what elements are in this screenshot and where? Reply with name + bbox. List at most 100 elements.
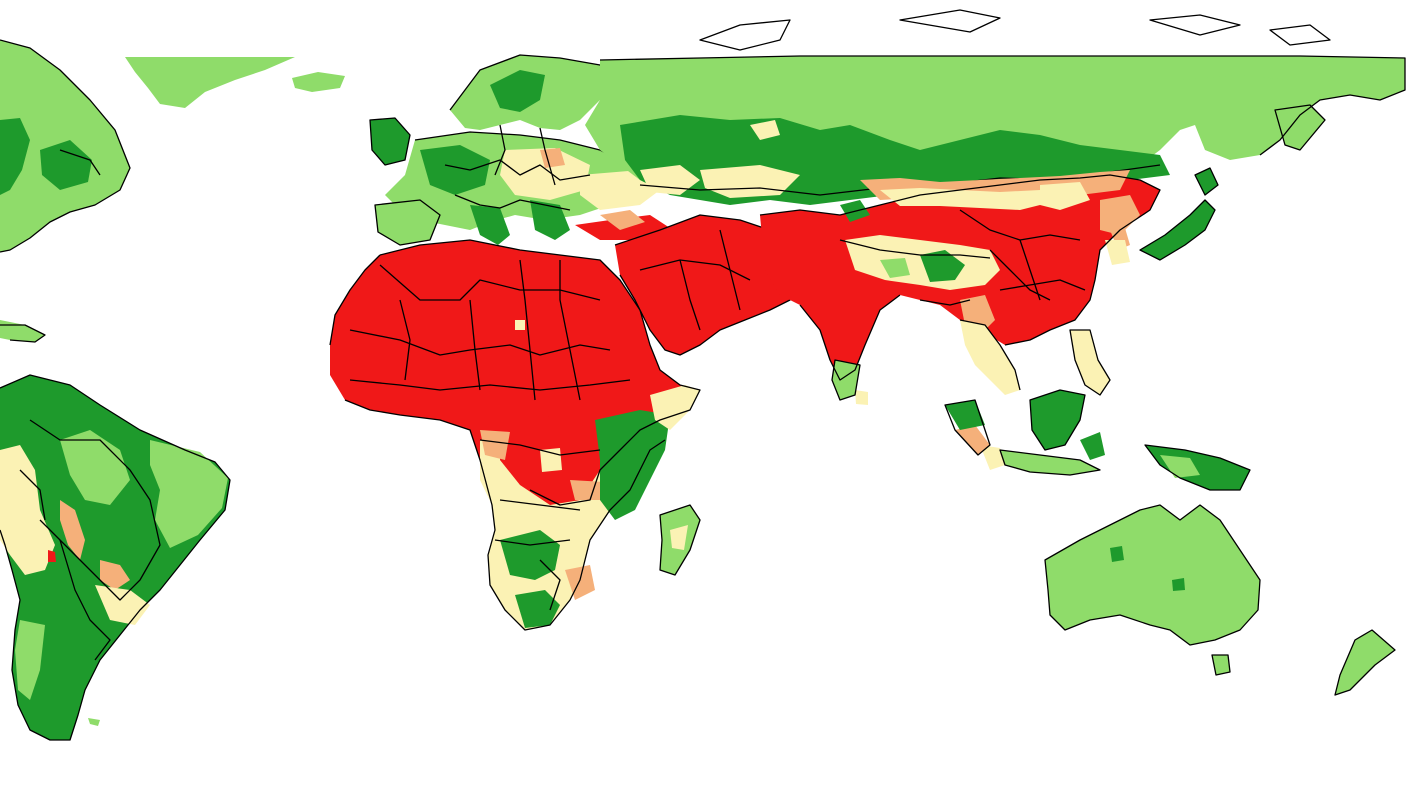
fill-low [1160, 455, 1200, 478]
region-north-asia [585, 55, 1406, 205]
border-line [1194, 167, 1219, 196]
fill-very-low [470, 205, 510, 245]
border-line [444, 159, 591, 181]
border-line [494, 124, 506, 176]
border-line [329, 254, 381, 346]
fill-high [570, 480, 605, 500]
border-line [349, 329, 611, 356]
border-line [29, 419, 161, 601]
border-line [59, 149, 101, 176]
fill-high [955, 425, 990, 455]
border-line [1029, 389, 1086, 451]
region-islands [944, 329, 1251, 491]
border-line [944, 399, 991, 456]
region-japan [1139, 167, 1219, 261]
border-line [899, 9, 1001, 33]
border-line [494, 539, 571, 546]
fill-very-low [1140, 200, 1215, 260]
border-line [759, 174, 1161, 346]
border-line [999, 279, 1086, 291]
fill-high [565, 565, 595, 600]
fill-moderate [670, 525, 688, 550]
fill-low [125, 57, 295, 108]
border-line [59, 539, 111, 661]
fill-moderate [960, 320, 1020, 395]
fill-moderate [540, 448, 562, 472]
border-line [1211, 654, 1231, 676]
border-line [1139, 199, 1216, 261]
fill-low [880, 258, 910, 278]
fill-high [1100, 195, 1140, 235]
fill-low [1045, 505, 1260, 645]
border-line [959, 319, 1021, 391]
fill-low [1335, 630, 1395, 695]
region-north-america [0, 39, 131, 343]
fill-low [60, 430, 130, 505]
fill-moderate [515, 320, 525, 330]
border-line [0, 374, 231, 741]
fill-low [1000, 450, 1100, 475]
border-line [374, 199, 441, 246]
fill-moderate [1040, 182, 1090, 210]
fill-low [292, 72, 345, 92]
fill-low [1275, 105, 1325, 150]
fill-high [480, 430, 510, 460]
fill-moderate [855, 390, 868, 405]
border-line [349, 379, 631, 391]
fill-moderate [880, 188, 1060, 210]
border-line [679, 259, 701, 331]
fill-very-high [615, 215, 800, 355]
fill-moderate [1070, 330, 1110, 395]
border-line [479, 439, 601, 456]
border-line [559, 260, 581, 401]
border-line [989, 249, 1051, 301]
fill-low [88, 718, 100, 726]
border-line [1334, 629, 1396, 696]
fill-very-high [48, 550, 56, 562]
border-line [1274, 104, 1326, 151]
fill-very-low [1195, 168, 1218, 195]
fill-moderate [750, 120, 780, 140]
fill-moderate [0, 445, 55, 575]
border-line [499, 499, 581, 511]
border-line [0, 324, 46, 343]
fill-very-low [420, 145, 490, 195]
fill-low [1180, 75, 1320, 115]
border-line [1269, 24, 1331, 46]
fill-very-low [370, 118, 410, 165]
fill-low [832, 360, 860, 400]
fill-high [600, 210, 645, 230]
border-line [539, 127, 556, 186]
border-line [919, 299, 971, 306]
border-line [1019, 239, 1041, 301]
fill-very-low [40, 140, 92, 190]
fill-very-low [1110, 546, 1124, 562]
fill-moderate [640, 165, 700, 195]
border-line [469, 299, 481, 391]
fill-high [100, 560, 130, 590]
fill-moderate [980, 445, 1005, 470]
border-line [0, 39, 131, 253]
border-line [539, 559, 561, 611]
border-line [519, 259, 536, 401]
fill-very-low [1030, 390, 1085, 450]
border-line [639, 259, 751, 281]
fill-very-low [945, 400, 985, 430]
border-line [399, 299, 411, 381]
fill-moderate [845, 235, 1000, 290]
region-south-america [0, 374, 231, 741]
region-middle-east [575, 210, 801, 356]
region-south-east-asia [759, 170, 1161, 405]
fill-very-low [0, 118, 30, 195]
border-line [699, 19, 791, 51]
border-line [454, 194, 571, 211]
fill-moderate [500, 148, 590, 200]
border-line [1069, 329, 1111, 396]
border-line [799, 294, 901, 381]
fill-very-low [1080, 432, 1105, 460]
border-line [19, 469, 46, 521]
fill-low [375, 200, 440, 245]
border-line [379, 239, 701, 506]
